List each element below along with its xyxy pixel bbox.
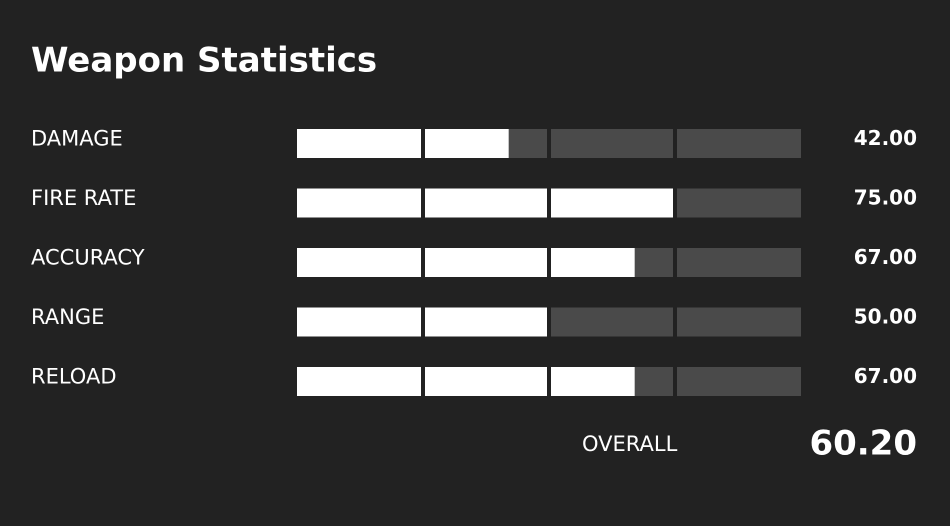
bar-fill	[297, 367, 635, 396]
overall-value: 60.20	[809, 424, 917, 464]
stat-value: 67.00	[854, 364, 917, 388]
stat-label: ACCURACY	[31, 246, 145, 270]
stat-label: RANGE	[31, 305, 104, 329]
overall-label: OVERALL	[582, 432, 678, 456]
stat-value: 50.00	[854, 305, 917, 329]
stat-value: 75.00	[854, 186, 917, 210]
bar-fill	[297, 188, 675, 218]
stat-label: RELOAD	[31, 365, 117, 389]
stat-value: 67.00	[854, 245, 917, 269]
stat-label: FIRE RATE	[31, 186, 136, 210]
stat-value: 42.00	[854, 126, 917, 150]
bar-fill	[297, 129, 509, 158]
stat-label: DAMAGE	[31, 127, 123, 151]
panel-title: Weapon Statistics	[31, 41, 377, 81]
bar-fill	[297, 248, 635, 277]
